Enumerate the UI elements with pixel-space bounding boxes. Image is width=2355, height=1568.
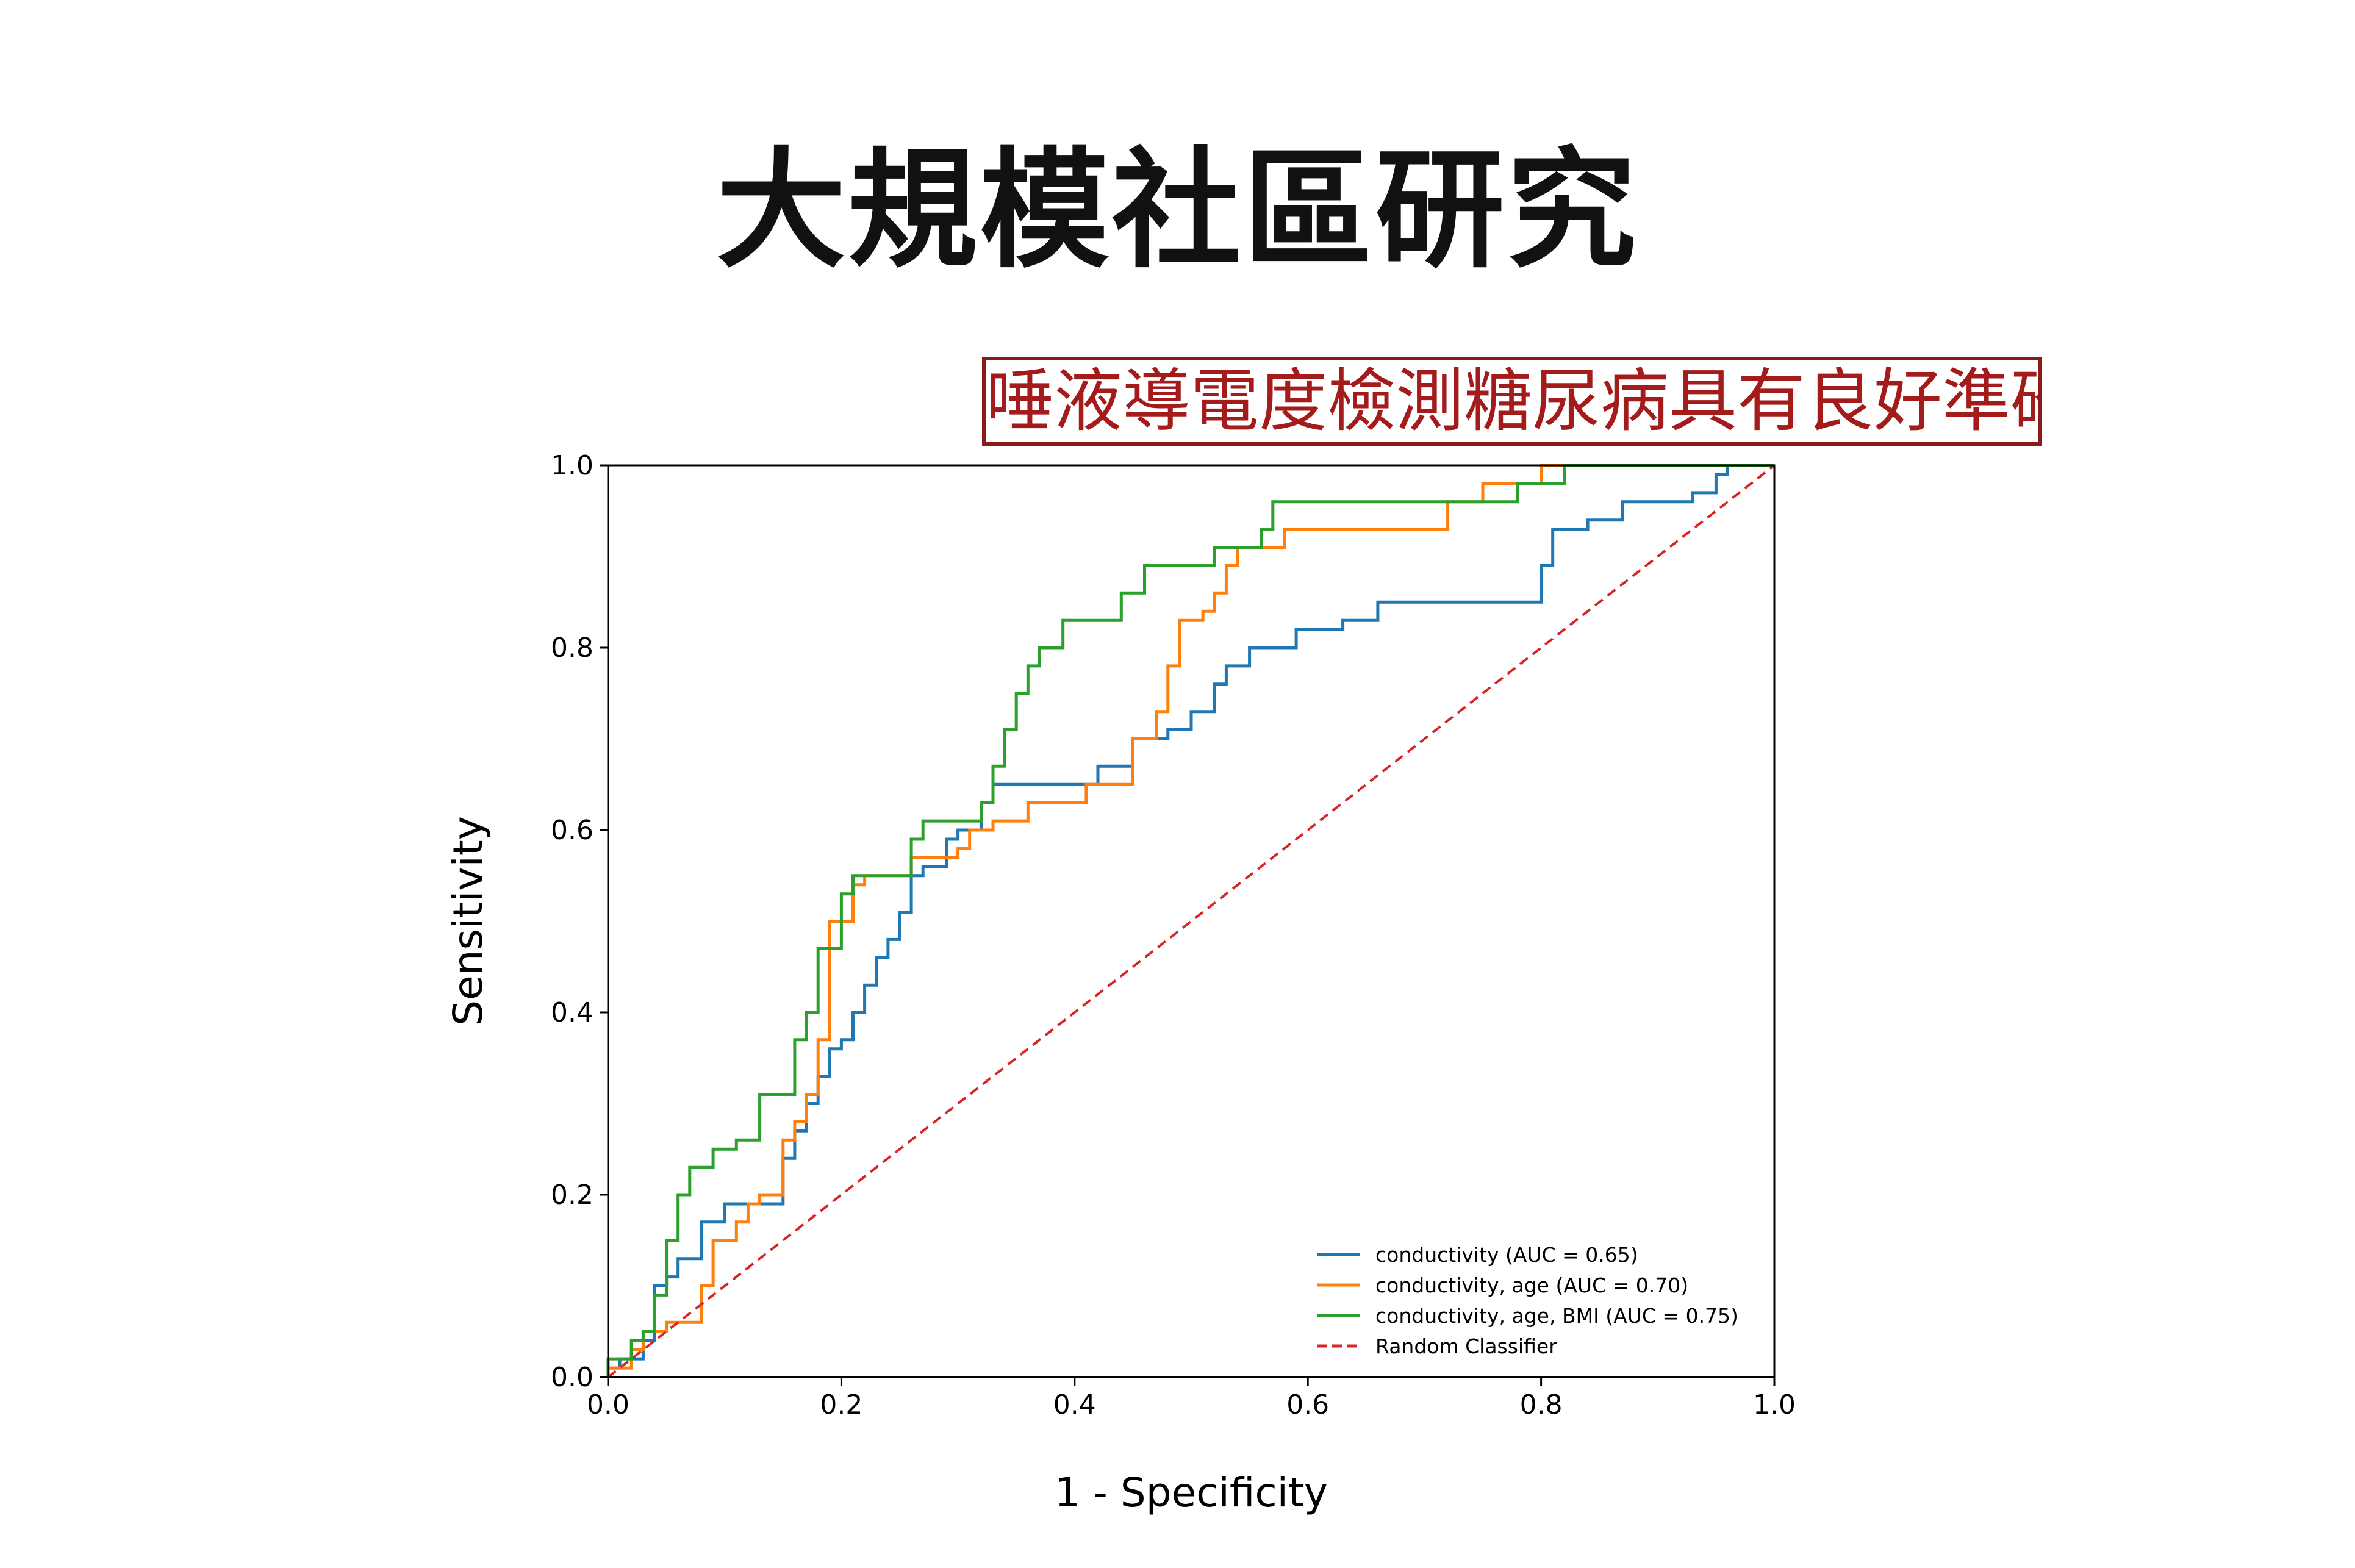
series-line-2 — [606, 464, 1774, 1377]
x-tick-label: 0.4 — [1053, 1389, 1096, 1420]
x-tick-label: 0.2 — [820, 1389, 862, 1420]
y-tick-label: 0.2 — [551, 1180, 593, 1211]
x-tick-label: 0.6 — [1286, 1389, 1329, 1420]
series-group — [606, 464, 1776, 1378]
y-ticks: 0.0 0.2 0.4 0.6 0.8 1.0 — [551, 450, 608, 1393]
series-line-4 — [607, 464, 1776, 1378]
x-ticks: 0.0 0.2 0.4 0.6 0.8 1.0 — [587, 1377, 1796, 1420]
legend-label-1: conductivity (AUC = 0.65) — [1375, 1243, 1638, 1267]
series-line-1 — [606, 464, 1774, 1377]
y-axis-label: Sensitivity — [445, 816, 492, 1026]
series-line-3 — [606, 464, 1774, 1377]
x-axis-label: 1 - Specificity — [1055, 1469, 1328, 1516]
legend: conductivity (AUC = 0.65) conductivity, a… — [1317, 1243, 1738, 1358]
slide-title: 大規模社區研究 — [716, 135, 1639, 285]
x-tick-label: 1.0 — [1753, 1389, 1796, 1420]
y-tick-label: 0.4 — [551, 997, 593, 1028]
y-tick-label: 0.6 — [551, 815, 593, 846]
y-tick-label: 0.8 — [551, 632, 593, 664]
y-tick-label: 0.0 — [551, 1362, 593, 1393]
x-tick-label: 0.0 — [587, 1389, 629, 1420]
callout-box: 唾液導電度檢測糖尿病具有良好準確率 — [982, 357, 2042, 446]
x-tick-label: 0.8 — [1520, 1389, 1563, 1420]
plot-frame — [607, 464, 1776, 1378]
y-tick-label: 1.0 — [551, 450, 593, 481]
legend-label-4: Random Classifier — [1375, 1334, 1557, 1358]
legend-label-2: conductivity, age (AUC = 0.70) — [1375, 1273, 1688, 1297]
legend-label-3: conductivity, age, BMI (AUC = 0.75) — [1375, 1304, 1738, 1328]
